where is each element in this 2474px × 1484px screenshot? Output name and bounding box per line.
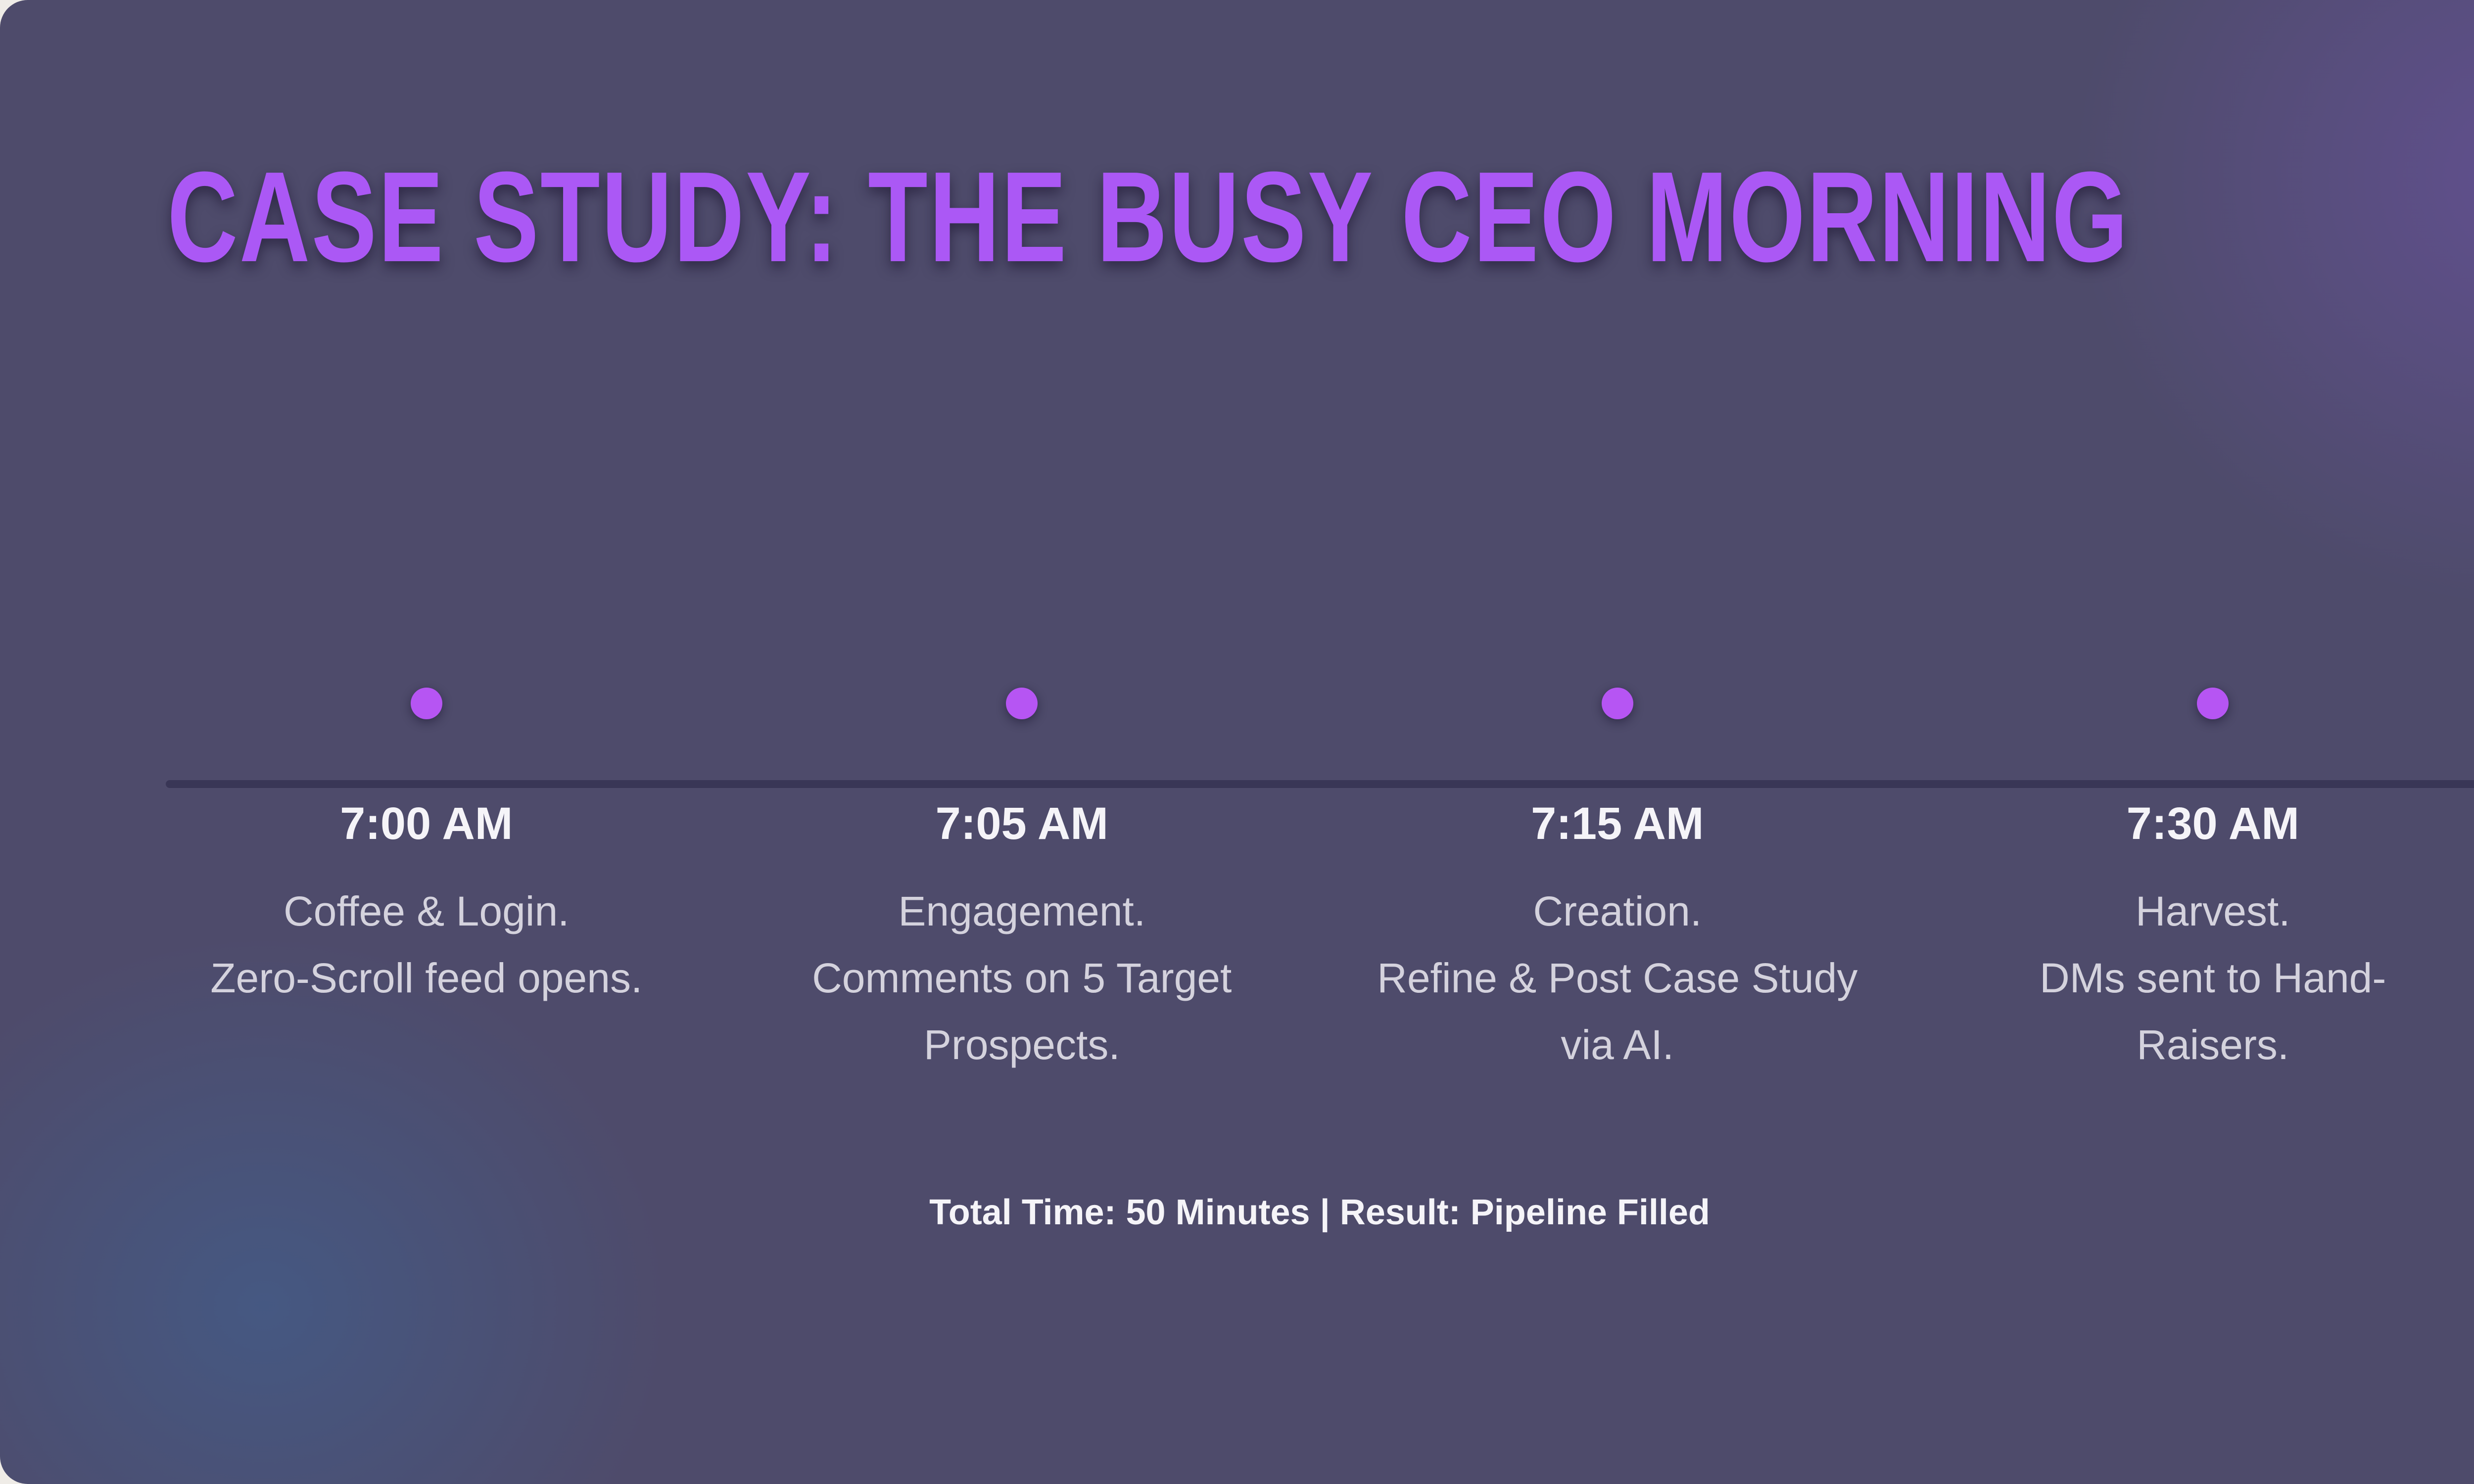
event-detail: Refine & Post Case Study via AI. [1377,955,1858,1068]
event-time: 7:05 AM [935,798,1108,849]
event-time: 7:00 AM [340,798,513,849]
timeline-axis-line [166,780,2474,788]
timeline-dot-icon [1006,688,1038,719]
page-title: CASE STUDY: THE BUSY CEO MORNING [167,145,2130,289]
event-label: Harvest. [2135,888,2290,934]
event-label: Coffee & Login. [283,888,570,934]
event-label: Creation. [1533,888,1702,934]
event-label: Engagement. [898,888,1146,934]
timeline-event: 7:15 AM Creation. Refine & Post Case Stu… [1320,688,1915,1078]
timeline-dot-icon [410,688,442,719]
timeline-event: 7:05 AM Engagement. Comments on 5 Target… [724,688,1320,1078]
event-detail: Zero-Scroll feed opens. [210,955,643,1001]
event-description: Engagement. Comments on 5 Target Prospec… [774,878,1269,1078]
event-detail: DMs sent to Hand-Raisers. [2040,955,2386,1068]
timeline-event: 7:30 AM Harvest. DMs sent to Hand-Raiser… [1915,688,2474,1078]
timeline-columns: 7:00 AM Coffee & Login. Zero-Scroll feed… [129,688,2474,1078]
timeline-event: 7:00 AM Coffee & Login. Zero-Scroll feed… [129,688,724,1078]
event-time: 7:30 AM [2126,798,2299,849]
timeline: 7:00 AM Coffee & Login. Zero-Scroll feed… [129,688,2474,1078]
event-time: 7:15 AM [1531,798,1704,849]
timeline-dot-icon [2197,688,2229,719]
event-description: Coffee & Login. Zero-Scroll feed opens. [210,878,642,1012]
timeline-dot-icon [1601,688,1633,719]
event-description: Creation. Refine & Post Case Study via A… [1370,878,1865,1078]
summary-footer: Total Time: 50 Minutes | Result: Pipelin… [929,1193,1710,1232]
event-detail: Comments on 5 Target Prospects. [812,955,1232,1068]
event-description: Harvest. DMs sent to Hand-Raisers. [1965,878,2460,1078]
